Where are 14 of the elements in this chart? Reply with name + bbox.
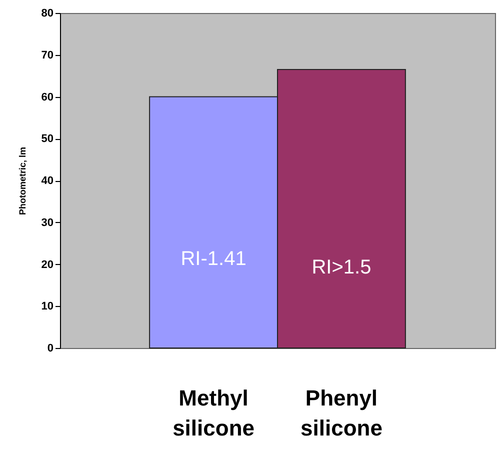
- y-tick-label: 50: [41, 133, 54, 146]
- y-tick-label: 10: [41, 300, 54, 313]
- y-tick-label: 20: [41, 258, 54, 271]
- x-tick-label: Methyl silicone: [172, 386, 254, 440]
- y-tick-label: 80: [41, 8, 54, 20]
- y-tick-label: 30: [41, 216, 54, 229]
- annotation: RI>1.5: [312, 256, 372, 279]
- y-tick-label: 0: [47, 342, 54, 354]
- annotation: RI-1.41: [180, 248, 246, 270]
- x-tick-label: Phenyl silicone: [300, 386, 382, 440]
- y-tick-label: 40: [41, 175, 54, 187]
- y-tick-label: 60: [41, 91, 54, 104]
- y-tick-label: 70: [41, 49, 54, 62]
- y-axis-title: Photometric, lm: [17, 146, 28, 216]
